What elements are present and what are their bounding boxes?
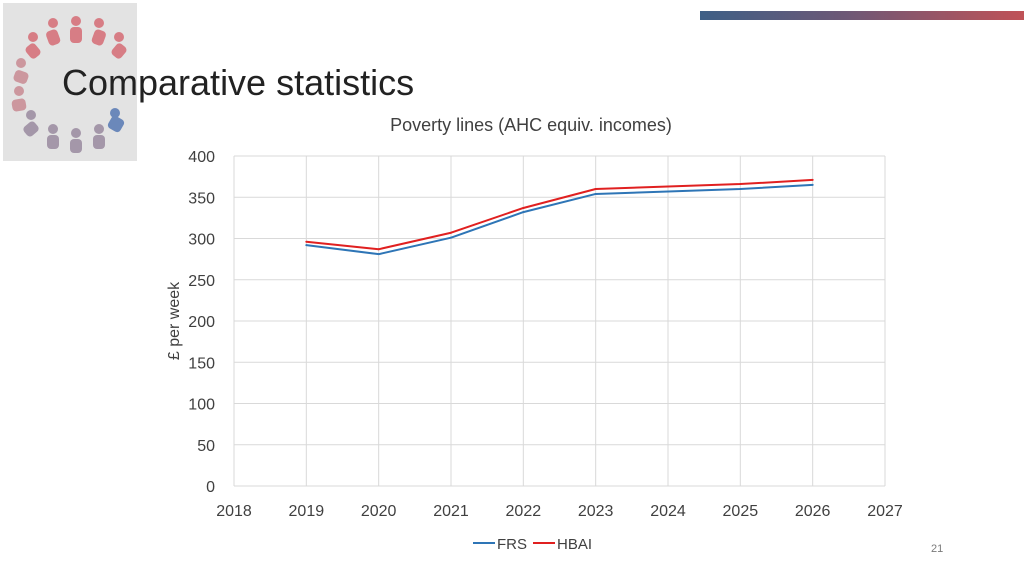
series-line-hbai [306,178,813,251]
data-point-frs [450,236,452,239]
slide-title: Comparative statistics [62,62,415,103]
grid-lines [233,155,886,487]
logo-image [3,3,137,161]
data-point-frs [377,253,380,256]
legend: FRS HBAI [473,536,592,553]
data-point-hbai [667,185,669,188]
series-lines [305,178,814,256]
data-point-frs [739,188,742,190]
y-axis-label: £ per week [166,281,183,360]
data-point-frs [594,192,597,195]
y-tick-label: 0 [206,479,215,496]
data-point-frs [305,244,308,247]
data-point-frs [667,190,669,193]
chart-title: Poverty lines (AHC equiv. incomes) [390,115,672,135]
y-tick-label: 200 [188,314,215,331]
data-point-hbai [522,206,525,209]
y-tick-label: 50 [197,438,215,455]
series-line-frs [306,183,813,256]
x-tick-label: 2020 [361,503,397,520]
legend-label: FRS [497,536,527,553]
data-point-hbai [739,183,742,186]
x-tick-labels: 2018 2019 2020 2021 2022 2023 2024 2025 2026 2027 [216,503,903,520]
y-tick-label: 100 [188,397,215,414]
data-point-hbai [377,248,380,251]
slide-number: 21 [931,543,944,555]
data-point-hbai [450,231,452,234]
header-accent-bar [700,11,1024,20]
x-tick-label: 2018 [216,503,252,520]
y-tick-labels: 0 50 100 150 200 250 300 350 400 [188,149,215,496]
y-tick-label: 250 [188,273,215,290]
y-tick-label: 400 [188,149,215,166]
x-tick-label: 2021 [433,503,469,520]
data-point-frs [522,211,525,214]
data-point-hbai [594,188,597,190]
data-point-hbai [811,178,814,181]
x-tick-label: 2019 [289,503,325,520]
x-tick-label: 2023 [578,503,614,520]
data-point-frs [811,183,814,186]
x-tick-label: 2027 [867,503,903,520]
y-tick-label: 150 [188,355,215,372]
legend-label: HBAI [557,536,592,553]
x-tick-label: 2022 [506,503,542,520]
people-circle-logo-icon [11,16,127,153]
y-tick-label: 350 [188,190,215,207]
x-tick-label: 2026 [795,503,831,520]
x-tick-label: 2025 [723,503,759,520]
y-tick-label: 300 [188,232,215,249]
x-tick-label: 2024 [650,503,686,520]
data-point-hbai [305,240,308,243]
